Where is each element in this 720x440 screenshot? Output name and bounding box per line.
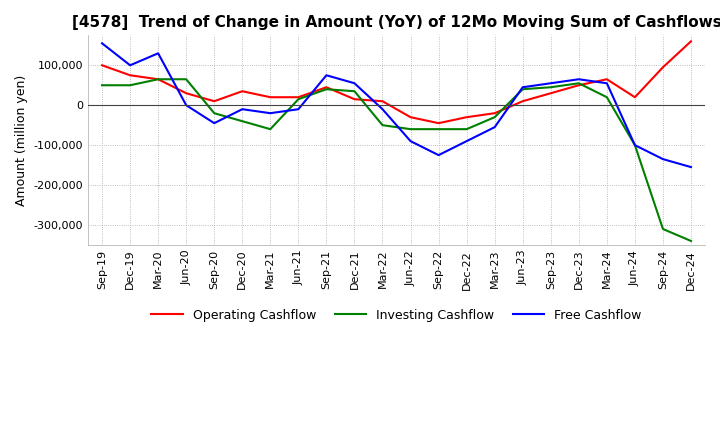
Investing Cashflow [294, 96, 302, 102]
Operating Cashflow [687, 39, 696, 44]
Free Cashflow [490, 125, 499, 130]
Operating Cashflow [266, 95, 274, 100]
Investing Cashflow [154, 77, 163, 82]
Operating Cashflow [631, 95, 639, 100]
Free Cashflow [266, 110, 274, 116]
Investing Cashflow [518, 87, 527, 92]
Y-axis label: Amount (million yen): Amount (million yen) [15, 74, 28, 206]
Operating Cashflow [322, 84, 330, 90]
Free Cashflow [518, 84, 527, 90]
Investing Cashflow [126, 83, 135, 88]
Legend: Operating Cashflow, Investing Cashflow, Free Cashflow: Operating Cashflow, Investing Cashflow, … [146, 304, 647, 327]
Free Cashflow [603, 81, 611, 86]
Free Cashflow [631, 143, 639, 148]
Free Cashflow [575, 77, 583, 82]
Operating Cashflow [378, 99, 387, 104]
Operating Cashflow [238, 88, 247, 94]
Investing Cashflow [631, 143, 639, 148]
Line: Free Cashflow: Free Cashflow [102, 43, 691, 167]
Investing Cashflow [603, 95, 611, 100]
Operating Cashflow [575, 83, 583, 88]
Free Cashflow [546, 81, 555, 86]
Free Cashflow [238, 106, 247, 112]
Free Cashflow [659, 157, 667, 162]
Investing Cashflow [210, 110, 219, 116]
Free Cashflow [462, 139, 471, 144]
Line: Operating Cashflow: Operating Cashflow [102, 41, 691, 123]
Investing Cashflow [575, 81, 583, 86]
Investing Cashflow [434, 127, 443, 132]
Free Cashflow [182, 103, 191, 108]
Free Cashflow [126, 62, 135, 68]
Operating Cashflow [126, 73, 135, 78]
Investing Cashflow [462, 127, 471, 132]
Free Cashflow [406, 139, 415, 144]
Investing Cashflow [378, 122, 387, 128]
Free Cashflow [322, 73, 330, 78]
Investing Cashflow [659, 226, 667, 231]
Operating Cashflow [518, 99, 527, 104]
Investing Cashflow [490, 114, 499, 120]
Operating Cashflow [406, 114, 415, 120]
Free Cashflow [294, 106, 302, 112]
Investing Cashflow [266, 127, 274, 132]
Investing Cashflow [350, 88, 359, 94]
Operating Cashflow [182, 91, 191, 96]
Investing Cashflow [406, 127, 415, 132]
Investing Cashflow [322, 87, 330, 92]
Operating Cashflow [659, 65, 667, 70]
Free Cashflow [210, 121, 219, 126]
Operating Cashflow [154, 77, 163, 82]
Free Cashflow [98, 40, 107, 46]
Free Cashflow [378, 106, 387, 112]
Investing Cashflow [687, 238, 696, 244]
Title: [4578]  Trend of Change in Amount (YoY) of 12Mo Moving Sum of Cashflows: [4578] Trend of Change in Amount (YoY) o… [72, 15, 720, 30]
Line: Investing Cashflow: Investing Cashflow [102, 79, 691, 241]
Free Cashflow [350, 81, 359, 86]
Operating Cashflow [603, 77, 611, 82]
Investing Cashflow [182, 77, 191, 82]
Operating Cashflow [350, 96, 359, 102]
Operating Cashflow [546, 91, 555, 96]
Operating Cashflow [434, 121, 443, 126]
Investing Cashflow [98, 83, 107, 88]
Free Cashflow [154, 51, 163, 56]
Free Cashflow [687, 165, 696, 170]
Operating Cashflow [294, 95, 302, 100]
Operating Cashflow [98, 62, 107, 68]
Operating Cashflow [490, 110, 499, 116]
Investing Cashflow [546, 84, 555, 90]
Investing Cashflow [238, 118, 247, 124]
Operating Cashflow [462, 114, 471, 120]
Free Cashflow [434, 153, 443, 158]
Operating Cashflow [210, 99, 219, 104]
